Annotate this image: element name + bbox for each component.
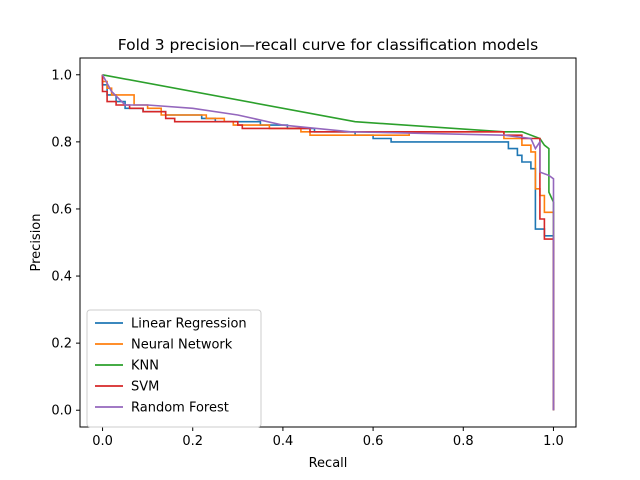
x-tick-label-5: 1.0: [543, 434, 564, 449]
legend-label-4: Random Forest: [131, 401, 229, 416]
x-tick-label-3: 0.6: [363, 434, 384, 449]
plot-frame: [79, 57, 577, 428]
legend-label-0: Linear Regression: [131, 317, 247, 332]
x-tick-label-1: 0.2: [182, 434, 203, 449]
x-axis-label: Recall: [309, 456, 348, 471]
y-axis-ticks: 0.0 0.2 0.4 0.6 0.8 1.0: [51, 68, 80, 419]
series-line-2: [102, 74, 555, 411]
y-tick-label-3: 0.6: [51, 202, 72, 217]
x-tick-label-0: 0.0: [92, 434, 113, 449]
legend-box: [86, 309, 262, 428]
y-axis-label: Precision: [29, 213, 44, 271]
series-line-0: [101, 74, 555, 411]
legend-label-2: KNN: [131, 359, 159, 374]
y-tick-label-1: 0.2: [51, 337, 72, 352]
y-tick-label-4: 0.8: [51, 135, 72, 150]
y-tick-label-0: 0.0: [51, 404, 72, 419]
series-layer: [101, 74, 555, 411]
y-tick-label-2: 0.4: [51, 270, 72, 285]
x-tick-label-2: 0.4: [273, 434, 294, 449]
legend-label-3: SVM: [131, 380, 159, 395]
chart-title: Fold 3 precision—recall curve for classi…: [118, 36, 538, 54]
x-tick-label-4: 0.8: [453, 434, 474, 449]
y-tick-label-5: 1.0: [51, 68, 72, 83]
legend: Linear Regression Neural Network KNN SVM Ran…: [86, 309, 262, 428]
x-axis-ticks: 0.0 0.2 0.4 0.6 0.8 1.0: [92, 427, 564, 449]
legend-label-1: Neural Network: [131, 338, 233, 353]
series-line-4: [101, 74, 555, 411]
